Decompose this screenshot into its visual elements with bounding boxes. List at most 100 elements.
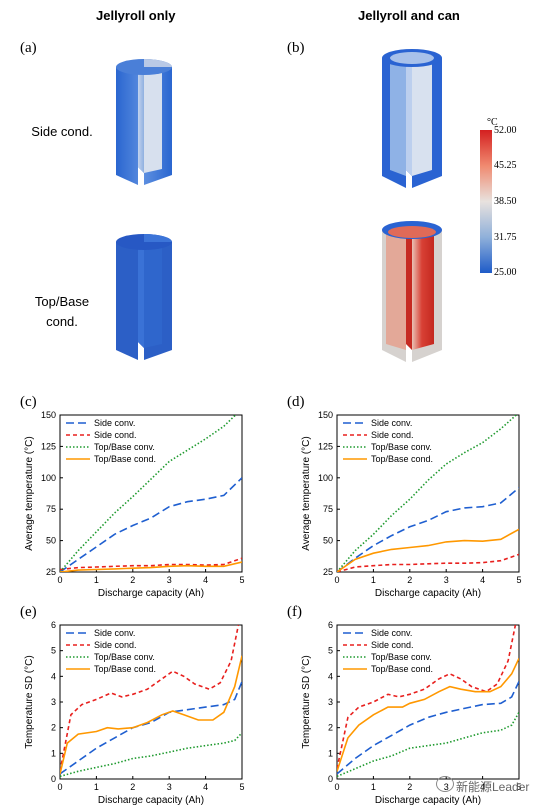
y-tick-label: 125 (318, 441, 333, 451)
legend-label: Side cond. (371, 430, 414, 440)
colorbar-tick: 52.00 (494, 125, 517, 136)
series-line-side-conv- (60, 477, 242, 572)
panel-label-f: (f) (287, 604, 302, 620)
colorbar-tick: 38.50 (494, 196, 517, 207)
series-line-top-base-cond- (337, 528, 519, 572)
series-line-top-base-conv- (337, 415, 518, 572)
x-tick-label: 4 (480, 575, 485, 585)
colorbar-unit: °C (487, 117, 498, 128)
legend-label: Top/Base conv. (94, 652, 155, 662)
series-line-side-cond- (337, 625, 517, 769)
y-tick-label: 25 (323, 567, 333, 577)
header-jellyroll-only: Jellyroll only (96, 8, 176, 23)
x-tick-label: 1 (94, 782, 99, 792)
x-tick-label: 2 (130, 782, 135, 792)
y-tick-label: 1 (328, 748, 333, 758)
y-tick-label: 6 (51, 620, 56, 630)
y-axis-label: Average temperature (°C) (301, 436, 312, 550)
y-tick-label: 1 (51, 748, 56, 758)
y-tick-label: 75 (46, 504, 56, 514)
series-line-top-base-cond- (337, 658, 519, 772)
x-tick-label: 5 (516, 782, 521, 792)
y-tick-label: 6 (328, 620, 333, 630)
y-tick-label: 0 (51, 774, 56, 784)
y-tick-label: 150 (41, 410, 56, 420)
y-axis-label: Average temperature (°C) (24, 436, 35, 550)
plot-frame (336, 624, 520, 780)
y-tick-label: 5 (328, 646, 333, 656)
legend-label: Top/Base cond. (371, 454, 433, 464)
panel-label-e: (e) (20, 604, 37, 620)
chart-d-average-temperature-can: 0 1 2 3 4 5 25 50 75 100 125 150 Discharge capacity … (301, 410, 522, 599)
panel-label-c: (c) (20, 394, 37, 410)
x-tick-label: 2 (407, 782, 412, 792)
series-line-side-cond- (60, 625, 240, 772)
series-line-top-base-conv- (60, 415, 237, 572)
y-axis-label: Temperature SD (°C) (301, 655, 312, 748)
cell-render-a-jellyroll-topbase (116, 234, 172, 360)
y-tick-label: 3 (328, 697, 333, 707)
y-tick-label: 4 (51, 671, 56, 681)
x-tick-label: 1 (371, 575, 376, 585)
y-axis-label: Temperature SD (°C) (24, 655, 35, 748)
series-line-side-cond- (60, 557, 242, 571)
chart-e-temperature-sd-jellyroll: 0 1 2 3 4 5 0 1 2 3 4 5 6 Discharge capacity (Ah) Temp… (24, 620, 245, 806)
series-line-top-base-cond- (60, 561, 242, 572)
x-tick-label: 0 (334, 575, 339, 585)
legend-label: Top/Base conv. (371, 442, 432, 452)
x-axis-label: Discharge capacity (Ah) (98, 588, 204, 599)
y-tick-label: 25 (46, 567, 56, 577)
legend-label: Side conv. (94, 418, 135, 428)
panel-label-b: (b) (287, 40, 305, 56)
series-line-top-base-conv- (60, 732, 242, 778)
x-tick-label: 5 (239, 782, 244, 792)
x-tick-label: 4 (480, 782, 485, 792)
x-axis-label: Discharge capacity (Ah) (375, 588, 481, 599)
row-label-top-base: Top/Base (34, 294, 90, 309)
legend-label: Side conv. (94, 628, 135, 638)
y-tick-label: 4 (328, 671, 333, 681)
x-tick-label: 4 (203, 782, 208, 792)
x-axis-label: Discharge capacity (Ah) (375, 795, 481, 806)
x-tick-label: 2 (407, 575, 412, 585)
legend-label: Top/Base conv. (94, 442, 155, 452)
y-tick-label: 75 (323, 504, 333, 514)
row-label-side-cond: Side cond. (31, 124, 93, 139)
panel-label-a: (a) (20, 40, 37, 56)
legend-label: Top/Base cond. (94, 454, 156, 464)
cell-render-a-jellyroll-side (116, 59, 172, 185)
legend-label: Side cond. (94, 430, 137, 440)
y-tick-label: 100 (41, 473, 56, 483)
x-tick-label: 3 (167, 575, 172, 585)
y-tick-label: 50 (323, 536, 333, 546)
x-tick-label: 0 (57, 575, 62, 585)
series-line-side-conv- (60, 681, 242, 775)
y-tick-label: 150 (318, 410, 333, 420)
y-tick-label: 2 (328, 723, 333, 733)
legend-label: Top/Base conv. (371, 652, 432, 662)
legend-label: Side conv. (371, 628, 412, 638)
cell-render-b-can-topbase (382, 221, 442, 362)
legend-label: Top/Base cond. (371, 664, 433, 674)
y-tick-label: 125 (41, 441, 56, 451)
y-tick-label: 100 (318, 473, 333, 483)
y-tick-label: 3 (51, 697, 56, 707)
wechat-icon (436, 776, 454, 792)
legend-label: Top/Base cond. (94, 664, 156, 674)
panel-label-d: (d) (287, 394, 305, 410)
plot-frame (59, 414, 243, 573)
x-tick-label: 2 (130, 575, 135, 585)
y-tick-label: 50 (46, 536, 56, 546)
x-tick-label: 3 (444, 575, 449, 585)
x-tick-label: 0 (57, 782, 62, 792)
y-tick-label: 2 (51, 723, 56, 733)
legend-label: Side conv. (371, 418, 412, 428)
legend-label: Side cond. (94, 640, 137, 650)
series-line-side-conv- (337, 487, 519, 572)
plot-frame (336, 414, 520, 573)
watermark: 新能源Leader (456, 780, 530, 794)
legend-label: Side cond. (371, 640, 414, 650)
x-tick-label: 1 (94, 575, 99, 585)
colorbar (480, 130, 492, 273)
